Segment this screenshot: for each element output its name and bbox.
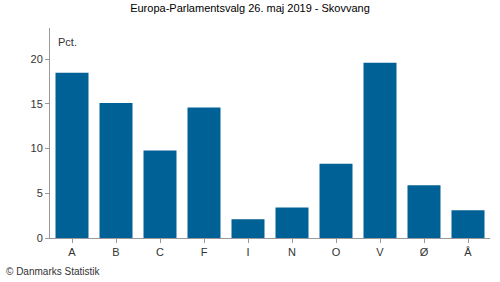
svg-text:10: 10 [31, 142, 43, 154]
svg-text:15: 15 [31, 98, 43, 110]
svg-text:20: 20 [31, 53, 43, 65]
svg-text:B: B [112, 246, 119, 258]
svg-text:F: F [201, 246, 208, 258]
svg-text:Å: Å [464, 246, 472, 258]
svg-text:N: N [288, 246, 296, 258]
svg-text:A: A [68, 246, 76, 258]
svg-text:Ø: Ø [420, 246, 429, 258]
svg-text:I: I [246, 246, 249, 258]
svg-text:0: 0 [37, 232, 43, 244]
svg-text:Europa-Parlamentsvalg 26. maj: Europa-Parlamentsvalg 26. maj 2019 - Sko… [130, 2, 370, 14]
svg-text:C: C [156, 246, 164, 258]
svg-text:5: 5 [37, 187, 43, 199]
svg-text:O: O [332, 246, 341, 258]
svg-text:© Danmarks Statistik: © Danmarks Statistik [6, 266, 101, 277]
svg-text:Pct.: Pct. [58, 36, 77, 48]
svg-text:V: V [376, 246, 384, 258]
